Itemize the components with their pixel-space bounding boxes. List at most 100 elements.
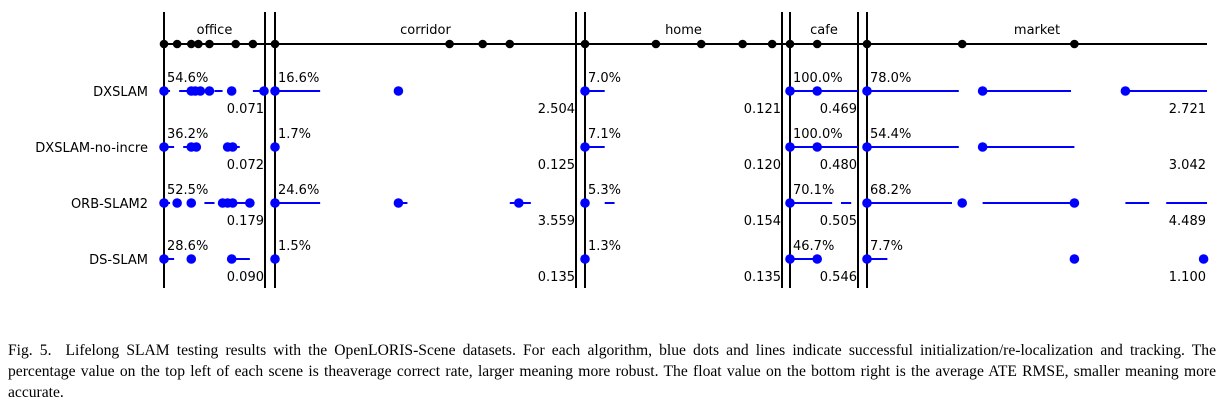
scene-title-home: home — [665, 23, 702, 38]
ate-rmse-label-ds-slam-home: 0.135 — [744, 270, 781, 285]
ate-rmse-label-dxslam-cafe: 0.469 — [820, 102, 857, 117]
tracking-dot-dxslam-office-3 — [195, 86, 206, 96]
tracking-dot-dxslam-office-5 — [226, 86, 237, 96]
correct-rate-label-dxslam-market: 78.0% — [870, 71, 911, 86]
correct-rate-label-orb-slam2-market: 68.2% — [870, 183, 911, 198]
ate-rmse-label-orb-slam2-corridor: 3.559 — [538, 214, 575, 229]
tracking-dot-orb-slam2-market-0 — [862, 198, 872, 208]
correct-rate-label-orb-slam2-home: 5.3% — [588, 183, 621, 198]
tracking-dot-dxslam-cafe-0 — [785, 86, 795, 96]
tracking-dot-orb-slam2-home-0 — [580, 198, 590, 208]
scene-title-office: office — [197, 23, 233, 38]
tracking-dot-ds-slam-corridor-0 — [270, 254, 280, 264]
tracking-dot-orb-slam2-corridor-2 — [514, 198, 524, 208]
tracking-dot-orb-slam2-office-0 — [159, 198, 169, 208]
tracking-dot-dxslam-office-4 — [204, 86, 215, 96]
ate-rmse-label-orb-slam2-office: 0.179 — [227, 214, 264, 229]
ate-rmse-label-dxslam-no-incre-office: 0.072 — [227, 158, 264, 173]
caption-text: Lifelong SLAM testing results with the O… — [8, 342, 1217, 401]
tracking-dot-ds-slam-cafe-0 — [785, 254, 795, 264]
ate-rmse-label-orb-slam2-market: 4.489 — [1169, 214, 1206, 229]
tracking-dot-orb-slam2-office-1 — [172, 198, 182, 208]
sequence-marker-home-3 — [738, 39, 747, 49]
sequence-marker-home-1 — [651, 39, 661, 49]
tracking-dot-dxslam-market-2 — [1120, 86, 1131, 96]
correct-rate-label-ds-slam-market: 7.7% — [870, 239, 903, 254]
correct-rate-label-orb-slam2-corridor: 24.6% — [278, 183, 319, 198]
tracking-dot-orb-slam2-office-2 — [186, 198, 197, 208]
ate-rmse-label-ds-slam-market: 1.100 — [1169, 270, 1206, 285]
lifelong-slam-chart: office corridor home cafe market DXSLAM 54.6% 0… — [35, 12, 1209, 288]
correct-rate-label-dxslam-corridor: 16.6% — [278, 71, 319, 86]
algorithm-label-ds-slam: DS-SLAM — [89, 253, 148, 268]
sequence-marker-market-0 — [862, 39, 872, 49]
tracking-dot-ds-slam-office-2 — [226, 254, 237, 264]
tracking-dot-dxslam-market-0 — [862, 86, 872, 96]
tracking-dot-dxslam-no-incre-cafe-1 — [812, 142, 822, 152]
tracking-dot-orb-slam2-corridor-0 — [270, 198, 280, 208]
ate-rmse-label-ds-slam-corridor: 0.135 — [538, 270, 575, 285]
tracking-dot-ds-slam-office-1 — [186, 254, 197, 264]
sequence-marker-office-3 — [194, 39, 203, 49]
sequence-marker-office-0 — [159, 39, 169, 49]
correct-rate-label-dxslam-no-incre-corridor: 1.7% — [278, 127, 311, 142]
scene-title-cafe: cafe — [810, 23, 838, 38]
tracking-dot-ds-slam-market-2 — [1198, 254, 1209, 264]
figure-caption: Fig. 5. Lifelong SLAM testing results wit… — [8, 340, 1216, 403]
tracking-dot-dxslam-corridor-0 — [270, 86, 280, 96]
sequence-marker-home-2 — [696, 39, 706, 49]
correct-rate-label-dxslam-office: 54.6% — [167, 71, 208, 86]
correct-rate-label-ds-slam-cafe: 46.7% — [793, 239, 834, 254]
ate-rmse-label-dxslam-no-incre-market: 3.042 — [1169, 158, 1206, 173]
sequence-marker-office-6 — [248, 39, 258, 49]
tracking-dot-orb-slam2-office-5 — [227, 198, 238, 208]
tracking-dot-dxslam-no-incre-market-1 — [977, 142, 988, 152]
correct-rate-label-dxslam-cafe: 100.0% — [793, 71, 843, 86]
scene-title-market: market — [1014, 23, 1060, 38]
caption-label: Fig. 5. — [8, 342, 52, 359]
tracking-dot-ds-slam-market-0 — [862, 254, 872, 264]
sequence-marker-corridor-2 — [478, 39, 487, 49]
tracking-dot-dxslam-cafe-1 — [812, 86, 822, 96]
tracking-dot-dxslam-office-0 — [159, 86, 169, 96]
ate-rmse-label-dxslam-market: 2.721 — [1169, 102, 1206, 117]
correct-rate-label-dxslam-no-incre-home: 7.1% — [588, 127, 621, 142]
sequence-marker-office-2 — [186, 39, 196, 49]
ate-rmse-label-orb-slam2-home: 0.154 — [744, 214, 781, 229]
correct-rate-label-ds-slam-office: 28.6% — [167, 239, 208, 254]
tracking-dot-dxslam-home-0 — [580, 86, 590, 96]
correct-rate-label-orb-slam2-cafe: 70.1% — [793, 183, 834, 198]
tracking-dot-orb-slam2-corridor-1 — [393, 198, 404, 208]
correct-rate-label-orb-slam2-office: 52.5% — [167, 183, 208, 198]
sequence-marker-home-0 — [580, 39, 590, 49]
scene-title-corridor: corridor — [400, 23, 451, 38]
tracking-dot-dxslam-market-1 — [977, 86, 988, 96]
correct-rate-label-dxslam-no-incre-office: 36.2% — [167, 127, 208, 142]
ate-rmse-label-dxslam-no-incre-home: 0.120 — [744, 158, 781, 173]
ate-rmse-label-dxslam-no-incre-corridor: 0.125 — [538, 158, 575, 173]
tracking-dot-orb-slam2-office-6 — [245, 198, 255, 208]
ate-rmse-label-dxslam-corridor: 2.504 — [538, 102, 575, 117]
tracking-dot-dxslam-no-incre-corridor-0 — [270, 142, 280, 152]
sequence-marker-market-1 — [957, 39, 967, 49]
sequence-marker-corridor-3 — [505, 39, 515, 49]
tracking-dot-dxslam-office-6 — [259, 86, 269, 96]
tracking-dot-dxslam-no-incre-home-0 — [580, 142, 590, 152]
tracking-dot-dxslam-corridor-1 — [393, 86, 404, 96]
tracking-dot-ds-slam-cafe-1 — [812, 254, 822, 264]
correct-rate-label-ds-slam-home: 1.3% — [588, 239, 621, 254]
sequence-marker-office-5 — [231, 39, 241, 49]
sequence-marker-cafe-1 — [812, 39, 822, 49]
ate-rmse-label-dxslam-no-incre-cafe: 0.480 — [820, 158, 857, 173]
tracking-dot-dxslam-no-incre-office-0 — [159, 142, 169, 152]
ate-rmse-label-ds-slam-cafe: 0.546 — [820, 270, 857, 285]
correct-rate-label-ds-slam-corridor: 1.5% — [278, 239, 311, 254]
sequence-marker-office-1 — [172, 39, 182, 49]
sequence-marker-corridor-0 — [270, 39, 280, 49]
algorithm-label-dxslam: DXSLAM — [93, 85, 148, 100]
tracking-dot-orb-slam2-market-2 — [1069, 198, 1080, 208]
sequence-marker-office-4 — [205, 39, 214, 49]
ate-rmse-label-ds-slam-office: 0.090 — [227, 270, 264, 285]
sequence-marker-home-4 — [767, 39, 777, 49]
tracking-dot-ds-slam-market-1 — [1069, 254, 1080, 264]
